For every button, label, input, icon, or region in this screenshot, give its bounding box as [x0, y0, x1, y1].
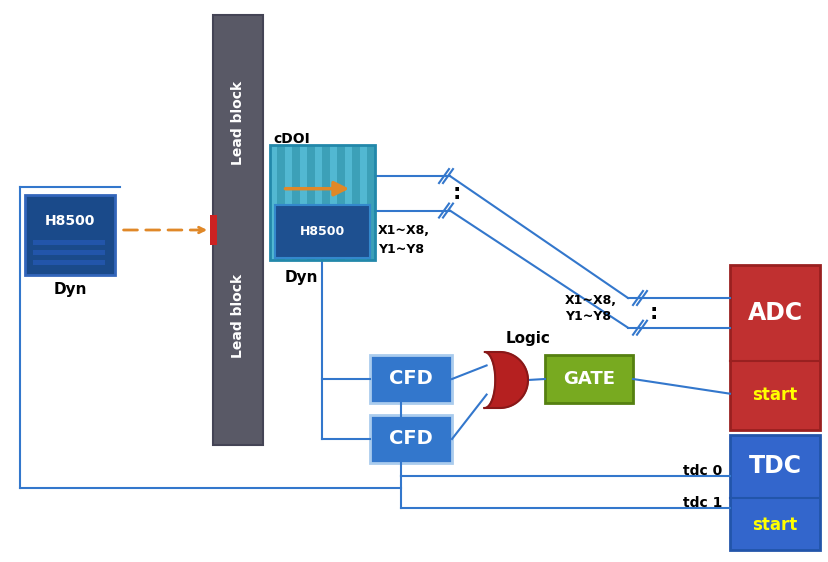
- Bar: [209, 215, 217, 245]
- Bar: [367, 145, 374, 260]
- Text: :: :: [649, 303, 657, 323]
- Text: cDOI: cDOI: [272, 132, 310, 146]
- Bar: [369, 415, 451, 463]
- Text: tdc 1: tdc 1: [681, 496, 721, 510]
- Text: tdc 0: tdc 0: [682, 464, 721, 478]
- Bar: [277, 145, 285, 260]
- Text: Logic: Logic: [505, 330, 550, 346]
- Bar: [729, 265, 819, 430]
- Bar: [33, 250, 105, 255]
- Bar: [270, 145, 374, 260]
- Bar: [307, 145, 315, 260]
- Bar: [544, 355, 633, 403]
- Bar: [270, 145, 277, 260]
- Bar: [25, 195, 115, 275]
- Bar: [337, 145, 344, 260]
- Text: start: start: [752, 386, 797, 404]
- Bar: [369, 355, 451, 403]
- Text: X1~X8,: X1~X8,: [565, 294, 616, 307]
- Text: Lead block: Lead block: [231, 274, 245, 358]
- Text: CFD: CFD: [388, 429, 432, 448]
- Polygon shape: [484, 352, 527, 408]
- Bar: [315, 145, 322, 260]
- Text: TDC: TDC: [748, 454, 801, 478]
- Text: H8500: H8500: [300, 225, 344, 238]
- Bar: [213, 15, 262, 445]
- Bar: [322, 145, 330, 260]
- Bar: [285, 145, 292, 260]
- Text: GATE: GATE: [562, 370, 614, 388]
- Bar: [292, 145, 300, 260]
- Bar: [729, 435, 819, 550]
- Bar: [330, 145, 337, 260]
- Text: Dyn: Dyn: [53, 283, 87, 297]
- Bar: [275, 205, 369, 258]
- Text: ADC: ADC: [747, 301, 802, 325]
- Bar: [33, 260, 105, 265]
- Text: X1~X8,: X1~X8,: [378, 224, 430, 237]
- Bar: [359, 145, 367, 260]
- Text: start: start: [752, 516, 797, 534]
- Text: H8500: H8500: [45, 214, 95, 228]
- Text: Dyn: Dyn: [284, 270, 318, 285]
- Bar: [300, 145, 307, 260]
- Bar: [352, 145, 359, 260]
- Text: Y1~Y8: Y1~Y8: [378, 243, 423, 256]
- Text: :: :: [452, 183, 461, 203]
- Text: Lead block: Lead block: [231, 80, 245, 165]
- Text: CFD: CFD: [388, 369, 432, 388]
- Text: Y1~Y8: Y1~Y8: [565, 310, 610, 323]
- Bar: [344, 145, 352, 260]
- Bar: [33, 240, 105, 245]
